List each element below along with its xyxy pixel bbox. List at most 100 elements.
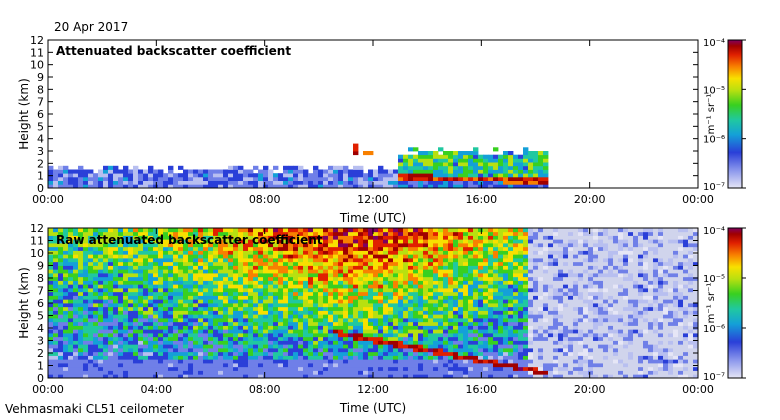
heatmap-cell — [568, 265, 574, 270]
heatmap-cell — [383, 366, 389, 371]
heatmap-cell — [393, 239, 399, 244]
heatmap-cell — [273, 288, 279, 293]
heatmap-cell — [353, 261, 359, 266]
heatmap-cell — [333, 184, 339, 189]
heatmap-cell — [198, 303, 204, 308]
heatmap-cell — [413, 295, 419, 300]
heatmap-cell — [328, 228, 334, 233]
heatmap-cell — [93, 359, 99, 364]
heatmap-cell — [573, 340, 579, 345]
heatmap-cell — [523, 162, 529, 167]
heatmap-cell — [433, 276, 439, 281]
heatmap-cell — [198, 180, 204, 185]
heatmap-cell — [388, 169, 394, 174]
heatmap-cell — [548, 235, 554, 240]
heatmap-cell — [288, 269, 294, 274]
heatmap-cell — [383, 306, 389, 311]
heatmap-cell — [573, 303, 579, 308]
heatmap-cell — [373, 363, 379, 368]
heatmap-cell — [298, 295, 304, 300]
heatmap-cell — [133, 180, 139, 185]
heatmap-cell — [78, 310, 84, 315]
heatmap-cell — [468, 162, 474, 167]
heatmap-cell — [68, 340, 74, 345]
heatmap-cell — [478, 333, 484, 338]
heatmap-cell — [298, 235, 304, 240]
heatmap-cell — [153, 303, 159, 308]
heatmap-cell — [408, 184, 414, 189]
heatmap-cell — [58, 336, 64, 341]
heatmap-cell — [563, 314, 569, 319]
heatmap-cell — [428, 273, 434, 278]
heatmap-cell — [203, 265, 209, 270]
heatmap-cell — [498, 336, 504, 341]
heatmap-cell — [383, 254, 389, 259]
heatmap-cell — [153, 318, 159, 323]
heatmap-cell — [463, 325, 469, 330]
heatmap-cell — [308, 231, 314, 236]
heatmap-cell — [183, 359, 189, 364]
heatmap-cell — [333, 303, 339, 308]
heatmap-cell — [463, 370, 469, 375]
heatmap-cell — [468, 269, 474, 274]
heatmap-cell — [118, 261, 124, 266]
heatmap-cell — [553, 366, 559, 371]
heatmap-cell — [168, 348, 174, 353]
heatmap-cell — [528, 265, 534, 270]
heatmap-cell — [88, 348, 94, 353]
heatmap-cell — [398, 348, 404, 353]
heatmap-cell — [373, 355, 379, 360]
heatmap-cell — [258, 250, 264, 255]
heatmap-cell — [343, 306, 349, 311]
heatmap-cell — [283, 284, 289, 289]
heatmap-cell — [533, 228, 539, 233]
heatmap-cell — [193, 321, 199, 326]
heatmap-cell — [368, 169, 374, 174]
heatmap-cell — [428, 366, 434, 371]
heatmap-cell — [483, 318, 489, 323]
heatmap-cell — [248, 228, 254, 233]
heatmap-cell — [403, 351, 409, 356]
heatmap-cell — [498, 250, 504, 255]
heatmap-cell — [538, 306, 544, 311]
heatmap-cell — [458, 374, 464, 379]
heatmap-cell — [258, 169, 264, 174]
heatmap-cell — [83, 314, 89, 319]
heatmap-cell — [248, 366, 254, 371]
heatmap-cell — [418, 288, 424, 293]
heatmap-cell — [493, 162, 499, 167]
heatmap-cell — [193, 310, 199, 315]
heatmap-cell — [383, 329, 389, 334]
heatmap-cell — [128, 374, 134, 379]
heatmap-cell — [203, 169, 209, 174]
heatmap-cell — [548, 280, 554, 285]
heatmap-cell — [533, 336, 539, 341]
heatmap-cell — [488, 228, 494, 233]
heatmap-cell — [523, 366, 529, 371]
heatmap-cell — [508, 276, 514, 281]
heatmap-cell — [133, 235, 139, 240]
heatmap-cell — [358, 303, 364, 308]
heatmap-cell — [358, 273, 364, 278]
heatmap-cell — [263, 303, 269, 308]
heatmap-cell — [408, 276, 414, 281]
heatmap-cell — [133, 314, 139, 319]
heatmap-cell — [73, 355, 79, 360]
heatmap-cell — [168, 306, 174, 311]
heatmap-cell — [543, 254, 549, 259]
heatmap-cell — [283, 265, 289, 270]
heatmap-cell — [168, 295, 174, 300]
heatmap-cell — [223, 280, 229, 285]
heatmap-cell — [363, 374, 369, 379]
heatmap-cell — [348, 314, 354, 319]
heatmap-cell — [288, 295, 294, 300]
heatmap-cell — [533, 280, 539, 285]
heatmap-cell — [188, 374, 194, 379]
heatmap-cell — [58, 254, 64, 259]
heatmap-cell — [303, 291, 309, 296]
heatmap-cell — [193, 276, 199, 281]
heatmap-cell — [568, 366, 574, 371]
heatmap-cell — [393, 351, 399, 356]
heatmap-cell — [523, 291, 529, 296]
heatmap-cell — [513, 329, 519, 334]
